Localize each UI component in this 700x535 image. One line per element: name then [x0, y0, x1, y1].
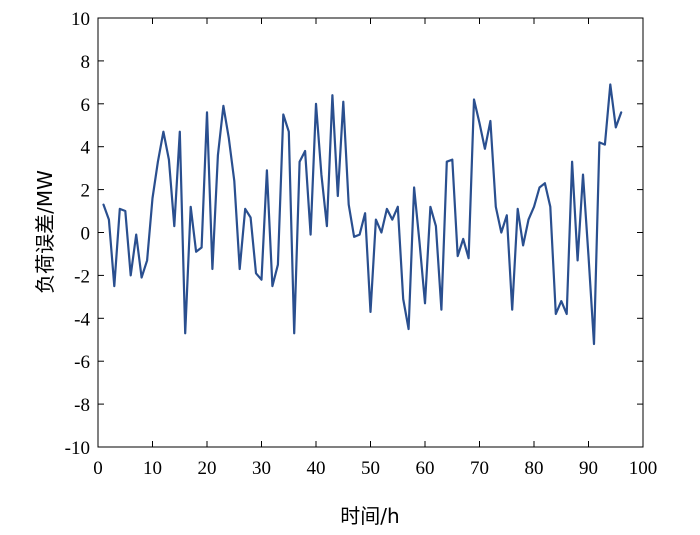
- plot-area-frame: [97, 17, 644, 448]
- y-tick-label: -2: [74, 266, 90, 287]
- x-axis-title: 时间/h: [340, 504, 399, 528]
- x-tick-label: 50: [361, 458, 380, 479]
- data-points: [103, 84, 622, 345]
- x-tick-label: 10: [143, 458, 162, 479]
- y-tick-label: -8: [74, 395, 90, 416]
- y-tick-label: 0: [81, 224, 91, 245]
- x-tick-label: 0: [93, 458, 103, 479]
- y-tick-label: 6: [81, 95, 91, 116]
- x-tick-label: 70: [470, 458, 489, 479]
- x-tick-labels: 0 10 20 30 40 50 60 70 80 90 100: [93, 458, 657, 479]
- x-tick-label: 60: [416, 458, 435, 479]
- x-tick-label: 90: [579, 458, 598, 479]
- y-tick-label: 2: [81, 181, 91, 202]
- y-tick-label: 8: [81, 52, 91, 73]
- x-tick-label: 20: [198, 458, 217, 479]
- x-tick-label: 80: [525, 458, 544, 479]
- y-axis-title: 负荷误差/MW: [33, 170, 57, 294]
- series-line: [102, 83, 623, 346]
- y-tick-labels: -10 -8 -6 -4 -2 0 2 4 6 8 10: [65, 9, 91, 459]
- x-tick-label: 100: [629, 458, 658, 479]
- x-tick-label: 30: [252, 458, 271, 479]
- y-tick-label: -4: [74, 309, 90, 330]
- y-tick-label: -6: [74, 352, 90, 373]
- y-tick-label: 10: [71, 9, 90, 30]
- x-tick-label: 40: [307, 458, 326, 479]
- y-tick-label: -10: [65, 438, 90, 459]
- y-tick-label: 4: [81, 138, 91, 159]
- axis-ticks: [97, 17, 644, 448]
